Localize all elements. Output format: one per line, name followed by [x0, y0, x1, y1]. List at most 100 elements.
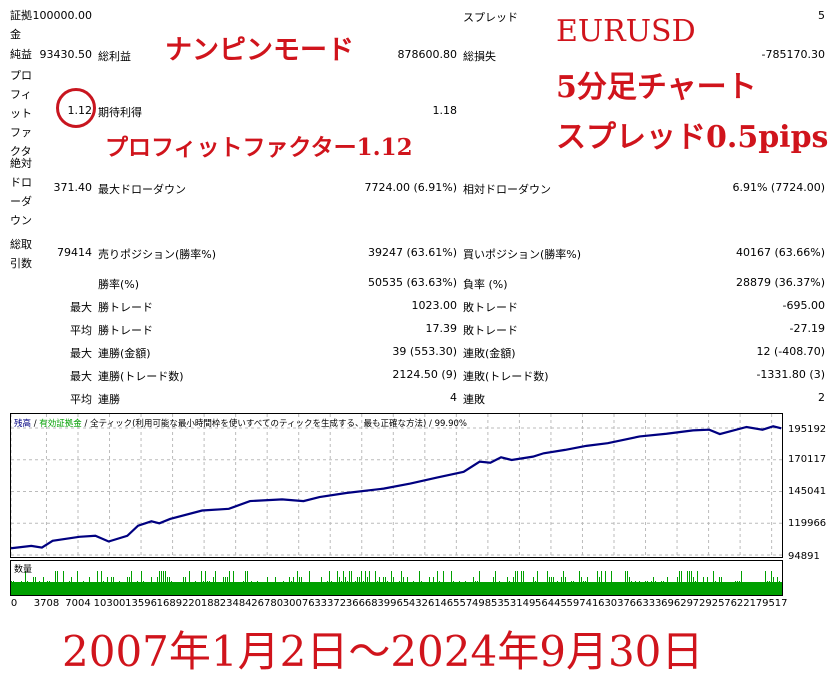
- volume-bar: [345, 577, 346, 595]
- legend-quality: 99.90%: [434, 419, 467, 429]
- x-tick-label: 49853: [471, 598, 504, 609]
- volume-bar: [351, 571, 352, 595]
- volume-bar: [293, 577, 294, 595]
- volume-bar: [429, 577, 430, 595]
- max-drawdown-value: 7724.00 (6.91%): [364, 181, 457, 194]
- volume-bar: [421, 581, 422, 595]
- net-profit-label: 純益: [10, 48, 32, 61]
- volume-bar: [493, 577, 494, 595]
- row-prefix: 最大: [70, 301, 92, 314]
- volume-bar: [521, 571, 522, 595]
- volume-bar: [401, 571, 402, 595]
- volume-bar: [283, 581, 284, 595]
- row-value-1: 1023.00: [411, 299, 458, 312]
- volume-bar: [601, 571, 602, 595]
- volume-bar: [327, 581, 328, 595]
- x-tick-label: 36668: [345, 598, 378, 609]
- x-tick-label: 76221: [724, 598, 757, 609]
- volume-bar: [459, 581, 460, 595]
- volume-bar: [169, 577, 170, 595]
- volume-bar: [439, 581, 440, 595]
- volume-bar: [635, 581, 636, 595]
- volume-bar: [693, 577, 694, 595]
- volume-bar: [245, 571, 246, 595]
- balance-chart-svg: [10, 414, 782, 557]
- x-tick-label: 23484: [219, 598, 252, 609]
- row-value-1: 4: [450, 391, 457, 404]
- volume-bar: [111, 577, 112, 595]
- volume-bar: [523, 571, 524, 595]
- volume-base: [11, 582, 782, 595]
- annotation-timeframe: 5分足チャート: [556, 70, 757, 105]
- volume-bar: [257, 581, 258, 595]
- balance-line: [10, 425, 782, 550]
- volume-bar: [679, 571, 680, 595]
- row-value-2: 28879 (36.37%): [735, 276, 825, 289]
- volume-bar: [49, 581, 50, 595]
- row-value-1: 17.39: [425, 322, 458, 335]
- volume-bar: [663, 581, 664, 595]
- volume-bar: [243, 581, 244, 595]
- gross-profit-label: 総利益: [98, 50, 131, 63]
- volume-bar: [433, 577, 434, 595]
- volume-bar: [515, 571, 516, 595]
- volume-bar: [715, 581, 716, 595]
- x-tick-label: 20188: [188, 598, 221, 609]
- volume-bar: [719, 577, 720, 595]
- row-prefix: 最大: [70, 370, 92, 383]
- volume-bar: [201, 571, 202, 595]
- legend-sep: /: [84, 419, 88, 429]
- x-tick-label: 43261: [408, 598, 441, 609]
- annotation-symbol: EURUSD: [556, 14, 696, 49]
- volume-bar: [275, 577, 276, 595]
- volume-bar: [713, 571, 714, 595]
- volume-bar: [331, 581, 332, 595]
- volume-bar: [573, 581, 574, 595]
- volume-bar: [771, 571, 772, 595]
- volume-bar: [399, 581, 400, 595]
- volume-bar: [653, 577, 654, 595]
- x-tick-label: 79517: [755, 598, 788, 609]
- x-tick-label: 16892: [156, 598, 189, 609]
- volume-bar: [391, 571, 392, 595]
- row-label-2: 敗トレード: [463, 301, 518, 314]
- volume-bar: [387, 581, 388, 595]
- volume-bar: [419, 571, 420, 595]
- row-label-2: 負率 (%): [463, 278, 508, 291]
- volume-bar: [33, 577, 34, 595]
- volume-bar: [741, 571, 742, 595]
- annotation-spread: スプレッド0.5pips: [556, 120, 829, 155]
- volume-bar: [765, 571, 766, 595]
- abs-drawdown-value: 371.40: [53, 181, 93, 194]
- volume-bar: [113, 577, 114, 595]
- x-tick-label: 72925: [692, 598, 725, 609]
- x-tick-label: 59741: [566, 598, 599, 609]
- volume-bar: [451, 571, 452, 595]
- volume-bar: [681, 571, 682, 595]
- volume-bar: [585, 581, 586, 595]
- volume-bar: [605, 571, 606, 595]
- volume-bar: [83, 581, 84, 595]
- volume-bar: [267, 577, 268, 595]
- volume-bar: [21, 581, 22, 595]
- volume-bar: [365, 571, 366, 595]
- volume-bar: [737, 581, 738, 595]
- chart-legend: 残高 / 有効証拠金 / 全ティック(利用可能な最小時間枠を使いすべてのティック…: [14, 417, 467, 429]
- volume-bar: [233, 571, 234, 595]
- long-positions-value: 40167 (63.66%): [735, 246, 825, 259]
- volume-bar: [579, 571, 580, 595]
- row-label-1: 勝トレード: [98, 301, 153, 314]
- row-value-2: -1331.80 (3): [756, 368, 825, 381]
- volume-chart-svg: [11, 571, 782, 595]
- row-prefix: 平均: [70, 393, 92, 406]
- volume-bar: [443, 571, 444, 595]
- row-label-2: 敗トレード: [463, 324, 518, 337]
- volume-bar: [143, 581, 144, 595]
- volume-bar: [537, 571, 538, 595]
- row-value-2: 2: [818, 391, 825, 404]
- gross-loss-value: -785170.30: [761, 48, 825, 61]
- volume-chart: [10, 560, 783, 596]
- volume-bar: [247, 571, 248, 595]
- volume-bar: [35, 577, 36, 595]
- volume-bar: [629, 577, 630, 595]
